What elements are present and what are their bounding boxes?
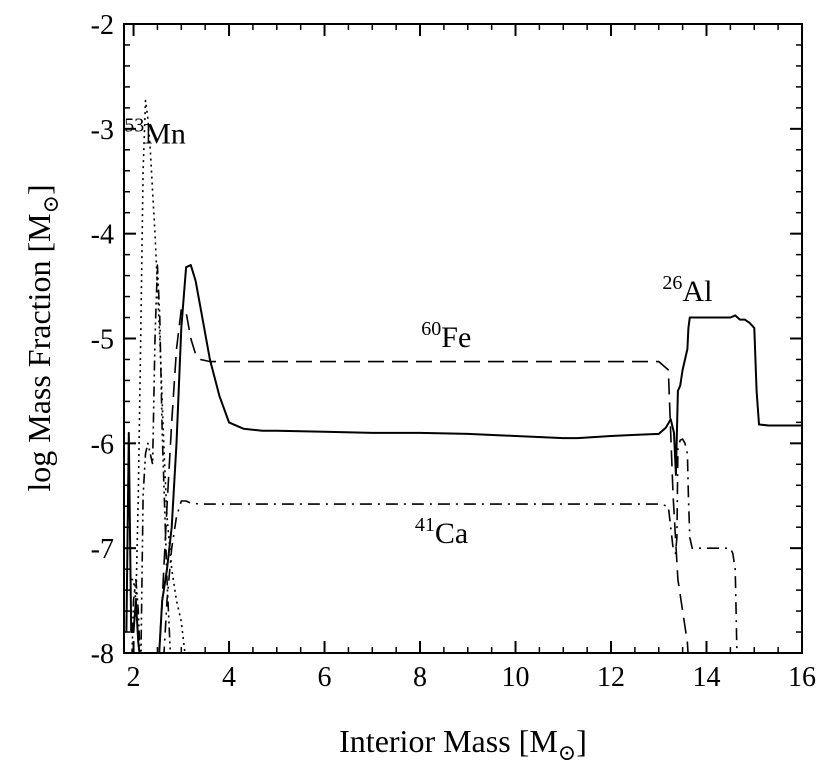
annotation-al26-sup: 26 <box>662 272 682 294</box>
annotation-mn53-sup: 53 <box>124 115 144 137</box>
annotation-mn53-label: Mn <box>144 118 186 151</box>
y-tick-label-6: -8 <box>91 639 114 670</box>
series-line-spike-near-2-5 <box>131 264 172 653</box>
x-tick-label-4: 10 <box>502 662 530 693</box>
series-line-26al <box>125 264 802 653</box>
x-tick-label-5: 12 <box>597 662 625 693</box>
series-line-60fe <box>158 308 689 653</box>
y-axis-title: log Mass Fraction [M⊙] <box>21 184 63 491</box>
x-axis-title-sub: ⊙ <box>558 740 576 765</box>
x-axis-title-main: Interior Mass [M <box>339 723 558 759</box>
annotation-ca41-label: Ca <box>435 517 468 550</box>
annotation-fe60-label: Fe <box>441 321 471 354</box>
annotation-fe60-sup: 60 <box>421 318 441 340</box>
annotations: 53Mn 60Fe 26Al 41Ca <box>124 115 712 550</box>
series-layer <box>125 99 802 653</box>
y-axis-title-close: ] <box>21 184 57 195</box>
y-tick-label-4: -6 <box>91 429 114 460</box>
x-axis-title: Interior Mass [M⊙] <box>339 723 587 765</box>
series-line-53mn <box>131 99 186 653</box>
x-tick-label-3: 8 <box>413 662 427 693</box>
axis-tick-labels: 2 4 6 8 10 12 14 16 -2 -3 -4 -5 -6 -7 -8 <box>91 10 816 693</box>
annotation-al26-label: Al <box>682 275 712 308</box>
y-tick-label-0: -2 <box>91 10 114 41</box>
annotation-mn53: 53Mn <box>124 115 186 151</box>
annotation-ca41-sup: 41 <box>415 514 435 536</box>
x-tick-label-7: 16 <box>788 662 816 693</box>
y-tick-label-2: -4 <box>91 220 114 251</box>
y-tick-label-5: -7 <box>91 534 114 565</box>
y-axis-title-sub: ⊙ <box>38 195 63 213</box>
x-axis-title-close: ] <box>576 723 587 759</box>
x-tick-label-0: 2 <box>127 662 141 693</box>
annotation-al26: 26Al <box>662 272 712 308</box>
annotation-ca41: 41Ca <box>415 514 468 550</box>
x-tick-label-1: 4 <box>222 662 236 693</box>
annotation-fe60: 60Fe <box>421 318 471 354</box>
series-line-41ca <box>163 438 738 653</box>
x-tick-label-2: 6 <box>318 662 332 693</box>
y-axis-title-main: log Mass Fraction [M <box>21 213 57 491</box>
y-tick-label-1: -3 <box>91 115 114 146</box>
y-tick-label-3: -5 <box>91 325 114 356</box>
x-tick-label-6: 14 <box>693 662 721 693</box>
axis-ticks <box>124 23 803 654</box>
